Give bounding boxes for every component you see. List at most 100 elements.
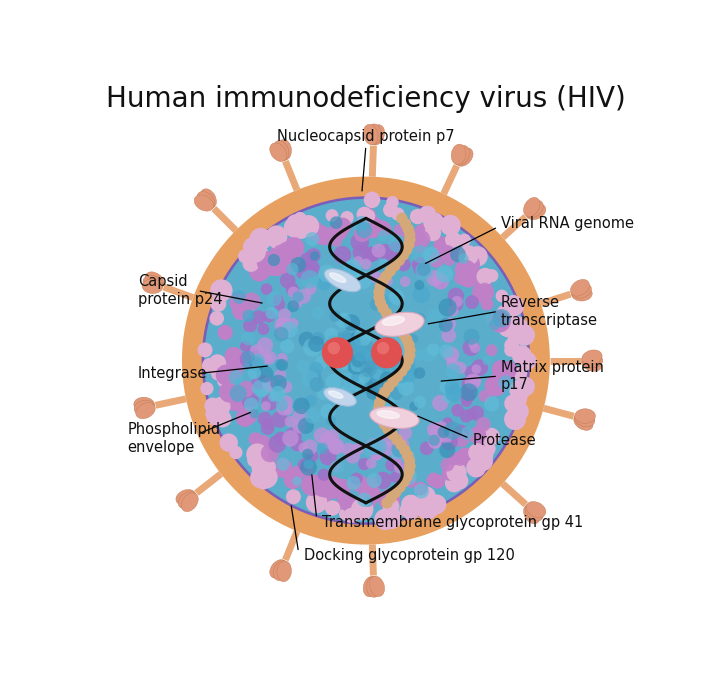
Circle shape [414, 482, 428, 495]
Circle shape [280, 381, 292, 393]
Circle shape [391, 441, 408, 458]
Circle shape [403, 455, 415, 466]
Circle shape [354, 359, 373, 378]
Circle shape [309, 361, 323, 376]
Circle shape [376, 392, 387, 403]
Circle shape [481, 298, 493, 310]
Circle shape [376, 221, 391, 236]
Circle shape [463, 328, 480, 345]
Circle shape [376, 388, 391, 402]
Circle shape [401, 495, 421, 514]
Circle shape [377, 276, 388, 287]
Circle shape [379, 341, 396, 358]
Circle shape [281, 322, 298, 338]
Circle shape [465, 295, 479, 309]
Circle shape [318, 231, 332, 246]
Circle shape [442, 464, 458, 481]
Text: Human immunodeficiency virus (HIV): Human immunodeficiency virus (HIV) [106, 85, 625, 113]
Circle shape [326, 415, 336, 426]
Circle shape [305, 283, 316, 295]
Circle shape [473, 444, 493, 465]
Circle shape [256, 251, 278, 273]
Circle shape [253, 462, 270, 480]
Circle shape [252, 379, 271, 398]
Circle shape [243, 318, 257, 332]
Circle shape [443, 254, 456, 266]
Circle shape [426, 270, 443, 287]
Circle shape [251, 246, 269, 263]
Circle shape [373, 287, 385, 297]
Ellipse shape [523, 197, 540, 217]
Circle shape [388, 235, 406, 252]
Circle shape [471, 364, 481, 374]
Circle shape [336, 479, 351, 495]
Circle shape [201, 197, 531, 525]
Ellipse shape [142, 279, 163, 293]
Circle shape [401, 334, 413, 345]
Circle shape [347, 354, 365, 371]
Circle shape [309, 377, 324, 392]
Circle shape [249, 260, 270, 281]
Circle shape [400, 468, 417, 485]
Ellipse shape [277, 139, 291, 160]
Text: Capsid
protein p24: Capsid protein p24 [138, 275, 223, 307]
Circle shape [380, 507, 402, 529]
Circle shape [292, 476, 302, 486]
Circle shape [386, 429, 398, 440]
Circle shape [262, 257, 281, 276]
Circle shape [454, 271, 469, 285]
Circle shape [333, 332, 348, 347]
Circle shape [504, 409, 526, 430]
Ellipse shape [197, 192, 215, 209]
Circle shape [268, 392, 278, 402]
Circle shape [383, 498, 399, 515]
Circle shape [337, 348, 353, 363]
Circle shape [372, 439, 382, 450]
Circle shape [280, 396, 293, 409]
Ellipse shape [270, 560, 287, 578]
Circle shape [267, 291, 282, 306]
Circle shape [371, 244, 386, 258]
Circle shape [356, 221, 372, 238]
Circle shape [360, 376, 378, 394]
Circle shape [251, 456, 273, 479]
Circle shape [260, 353, 272, 364]
Ellipse shape [525, 503, 543, 521]
Circle shape [429, 425, 443, 439]
Circle shape [278, 242, 296, 259]
Circle shape [373, 366, 387, 380]
Circle shape [378, 230, 389, 242]
Circle shape [198, 343, 213, 357]
Circle shape [300, 459, 317, 476]
Ellipse shape [366, 124, 381, 145]
Circle shape [273, 458, 293, 478]
Circle shape [313, 481, 329, 497]
Circle shape [402, 450, 413, 461]
Circle shape [305, 408, 321, 424]
Circle shape [306, 232, 319, 246]
Text: Transmembrane glycoprotein gp 41: Transmembrane glycoprotein gp 41 [322, 515, 583, 530]
Ellipse shape [134, 397, 154, 412]
Circle shape [331, 460, 345, 474]
Circle shape [266, 225, 287, 247]
Circle shape [363, 446, 374, 456]
Circle shape [353, 244, 368, 260]
Circle shape [283, 405, 293, 415]
Circle shape [283, 471, 301, 489]
Circle shape [388, 242, 402, 256]
Ellipse shape [570, 279, 589, 296]
Circle shape [363, 247, 378, 262]
Ellipse shape [134, 400, 155, 415]
Circle shape [374, 220, 388, 234]
Circle shape [204, 199, 528, 522]
Circle shape [366, 438, 383, 455]
Circle shape [341, 330, 351, 340]
Circle shape [214, 410, 231, 427]
Circle shape [460, 409, 473, 423]
Circle shape [298, 442, 309, 453]
Circle shape [311, 332, 324, 345]
Circle shape [356, 207, 372, 222]
Ellipse shape [571, 287, 592, 301]
Circle shape [284, 427, 302, 445]
Circle shape [307, 369, 322, 384]
